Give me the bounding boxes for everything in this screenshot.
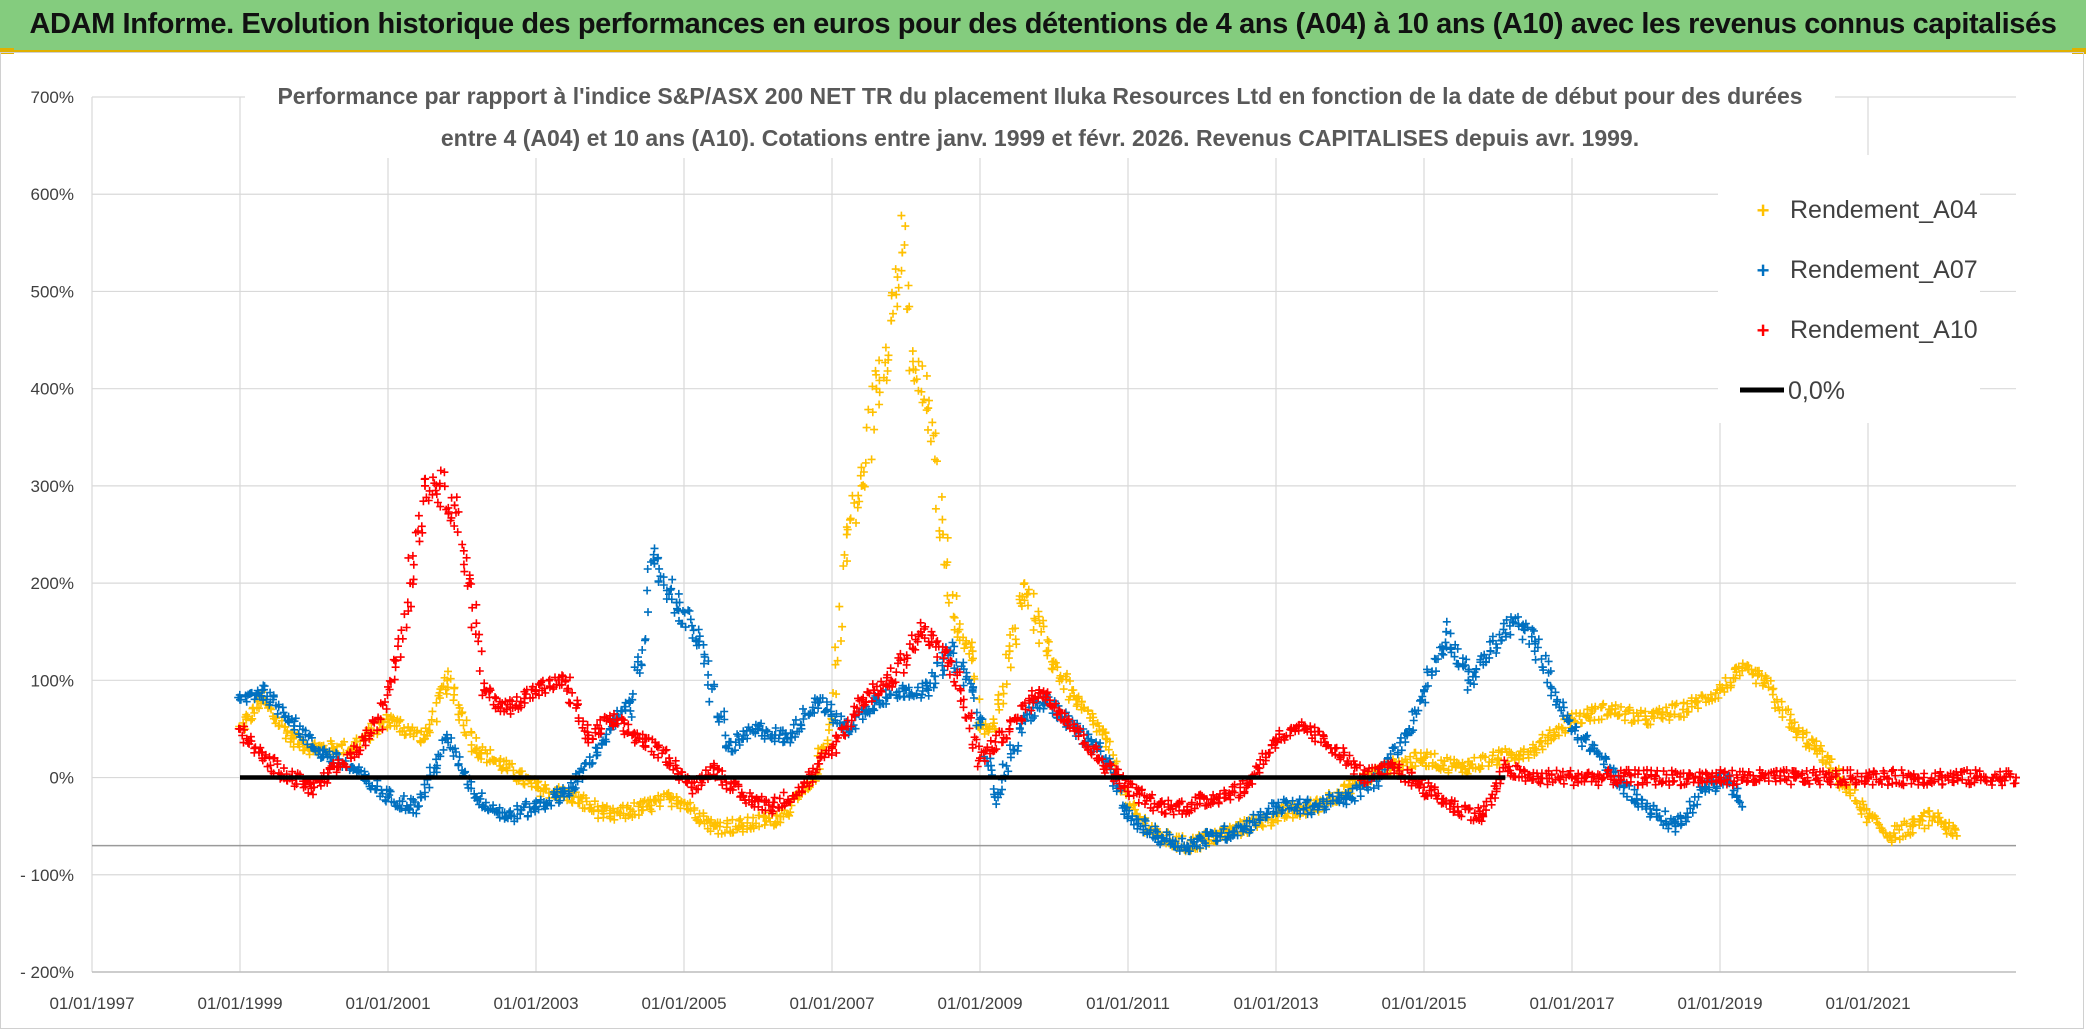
chart-title-line-1: Performance par rapport à l'indice S&P/A… <box>277 83 1802 109</box>
data-point <box>421 481 429 490</box>
chart-frame <box>0 52 2084 1029</box>
series-scatter-cloud <box>234 466 2020 826</box>
legend-marker-a10: + <box>1757 318 1770 343</box>
y-tick-label: 700% <box>31 88 74 107</box>
legend-marker-a07: + <box>1757 258 1770 283</box>
data-point <box>1738 802 1747 811</box>
legend: + Rendement_A04 + Rendement_A07 + Rendem… <box>1718 155 1980 423</box>
chart-title-block: Performance par rapport à l'indice S&P/A… <box>245 76 1835 158</box>
banner-corner-left <box>0 48 14 54</box>
series-rendement_a07 <box>234 544 1747 856</box>
legend-label-zero: 0,0% <box>1788 377 1845 405</box>
x-axis-ticks: 01/01/1997 01/01/1999 01/01/2001 01/01/2003… <box>49 994 1910 1013</box>
legend-item-a07[interactable]: + Rendement_A07 <box>1757 256 1978 284</box>
legend-item-zero[interactable]: 0,0% <box>1740 377 1845 405</box>
x-tick-label: 01/01/2011 <box>1086 994 1170 1013</box>
y-tick-label: 600% <box>31 185 74 204</box>
data-point <box>1442 627 1451 636</box>
legend-item-a10[interactable]: + Rendement_A10 <box>1757 316 1978 344</box>
y-tick-label: 200% <box>31 574 74 593</box>
x-tick-label: 01/01/2009 <box>937 994 1022 1013</box>
title-background <box>245 76 1835 158</box>
x-tick-label: 01/01/2019 <box>1677 994 1762 1013</box>
data-point <box>450 501 459 510</box>
y-axis-ticks: - 200% - 100% 0% 100% 200% 300% 400% 500% 600% 70… <box>20 88 74 982</box>
banner-corner-right <box>2072 48 2086 54</box>
series-layer <box>234 211 2020 856</box>
report-banner: ADAM Informe. Evolution historique des p… <box>0 0 2086 52</box>
x-tick-label: 01/01/2005 <box>641 994 726 1013</box>
report-title: ADAM Informe. Evolution historique des p… <box>29 8 2057 40</box>
x-tick-label: 01/01/1999 <box>197 994 282 1013</box>
legend-label-a04: Rendement_A04 <box>1790 196 1978 224</box>
y-tick-label: 400% <box>31 380 74 399</box>
y-tick-label: 100% <box>31 671 74 690</box>
x-tick-label: 01/01/2001 <box>345 994 430 1013</box>
legend-item-a04[interactable]: + Rendement_A04 <box>1757 196 1978 224</box>
series-rendement_a10 <box>234 466 2020 826</box>
x-tick-label: 01/01/2013 <box>1233 994 1318 1013</box>
data-point <box>898 248 907 257</box>
data-point <box>887 316 896 325</box>
chart-title-line-2: entre 4 (A04) et 10 ans (A10). Cotations… <box>441 125 1639 151</box>
y-tick-label: - 200% <box>20 963 74 982</box>
y-tick-label: 0% <box>49 769 74 788</box>
x-tick-label: 01/01/2021 <box>1825 994 1910 1013</box>
y-tick-label: - 100% <box>20 866 74 885</box>
legend-label-a07: Rendement_A07 <box>1790 256 1978 284</box>
legend-marker-a04: + <box>1757 198 1770 223</box>
y-tick-label: 300% <box>31 477 74 496</box>
series-scatter-cloud <box>234 544 1744 856</box>
data-point <box>665 754 674 763</box>
x-tick-label: 01/01/2017 <box>1529 994 1614 1013</box>
x-tick-label: 01/01/2015 <box>1381 994 1466 1013</box>
y-tick-label: 500% <box>31 282 74 301</box>
x-tick-label: 01/01/1997 <box>49 994 134 1013</box>
x-tick-label: 01/01/2007 <box>789 994 874 1013</box>
data-point <box>842 530 851 539</box>
data-point <box>924 404 933 413</box>
legend-label-a10: Rendement_A10 <box>1790 316 1978 344</box>
legend-background <box>1718 155 1980 423</box>
x-tick-label: 01/01/2003 <box>493 994 578 1013</box>
